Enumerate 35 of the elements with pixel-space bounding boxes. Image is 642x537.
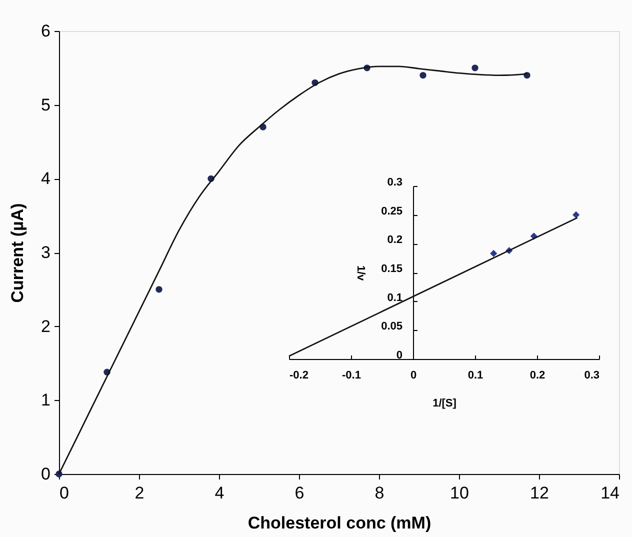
y-tick-label: 0 bbox=[41, 464, 50, 484]
x-tick-label: 4 bbox=[214, 484, 224, 502]
y-tick-label: 0 bbox=[396, 350, 402, 362]
y-axis-title: Current (µA) bbox=[8, 203, 28, 303]
x-axis-title: Cholesterol conc (mM) bbox=[248, 514, 432, 532]
y-axis-title: 1/v bbox=[354, 265, 366, 282]
point bbox=[420, 72, 426, 79]
point bbox=[472, 64, 478, 72]
x-tick-label: 14 bbox=[600, 484, 620, 502]
y-tick-label: 4 bbox=[41, 169, 50, 188]
y-tick-label: 0.25 bbox=[381, 205, 402, 218]
x-tick-label: -0.2 bbox=[290, 370, 308, 382]
x-tick-label: 0 bbox=[60, 484, 69, 502]
x-tick-label: 0 bbox=[410, 370, 417, 382]
y-tick-label: 0.1 bbox=[387, 292, 402, 304]
y-tick-label: 1 bbox=[41, 390, 50, 410]
x-tick-label: 0.3 bbox=[584, 370, 600, 382]
y-tick-label: 0.05 bbox=[381, 320, 402, 333]
x-tick-label: 10 bbox=[450, 484, 469, 502]
y-tick-label: 6 bbox=[41, 22, 50, 40]
x-tick-label: 0.2 bbox=[530, 370, 546, 382]
y-tick-label: 0.15 bbox=[381, 263, 402, 275]
x-tick-label: 12 bbox=[530, 484, 549, 502]
y-tick-label: 0.3 bbox=[387, 176, 402, 188]
x-tick-label: 8 bbox=[374, 484, 384, 502]
x-tick-label: 0.1 bbox=[468, 370, 484, 382]
y-tick-label: 5 bbox=[41, 95, 50, 114]
point bbox=[156, 286, 162, 293]
x-axis-title: 1/[S] bbox=[432, 398, 457, 410]
y-tick-label: 2 bbox=[41, 316, 50, 336]
y-tick-label: 0.2 bbox=[387, 234, 402, 246]
y-tick-label: 3 bbox=[41, 243, 50, 262]
x-tick-label: -0.1 bbox=[342, 370, 361, 382]
x-tick-label: 6 bbox=[294, 484, 304, 502]
x-tick-label: 2 bbox=[134, 484, 144, 502]
